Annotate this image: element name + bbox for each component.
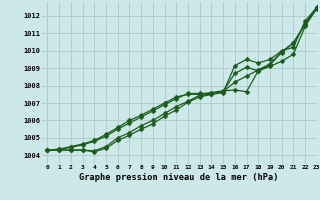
X-axis label: Graphe pression niveau de la mer (hPa): Graphe pression niveau de la mer (hPa) (79, 173, 279, 182)
